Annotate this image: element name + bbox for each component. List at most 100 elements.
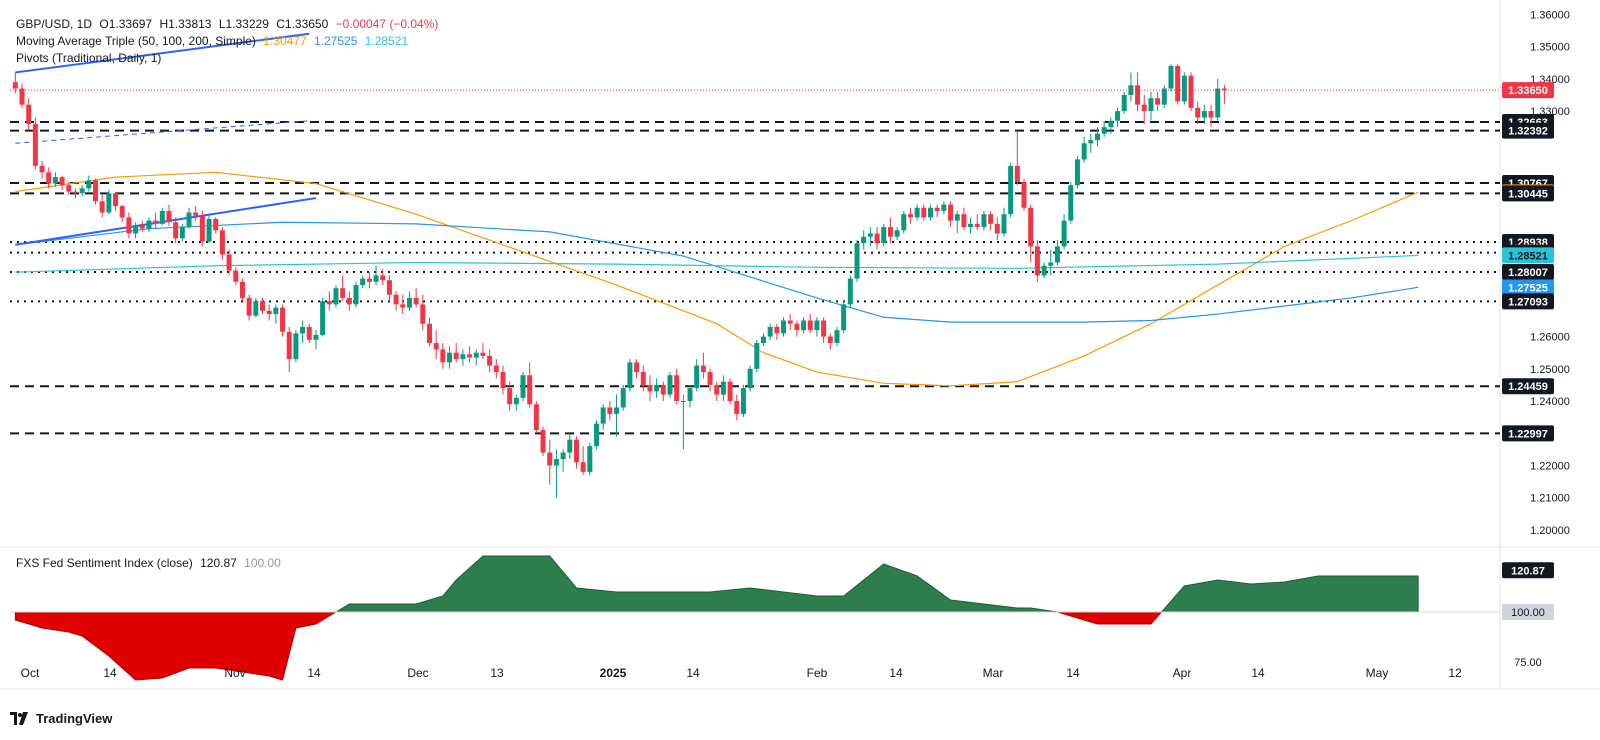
sentiment-legend[interactable]: FXS Fed Sentiment Index (close) 120.87 1… <box>16 555 285 571</box>
candle-body <box>386 280 392 295</box>
candle-body <box>420 304 426 324</box>
price-badge: 1.32392 <box>1502 122 1554 139</box>
candle <box>740 384 746 418</box>
sentiment-y-tick-label: 75.00 <box>1514 657 1542 669</box>
candle <box>874 227 880 250</box>
trendline-lower <box>15 197 317 246</box>
x-tick-label: Mar <box>983 666 1004 680</box>
candle-body <box>614 407 620 414</box>
ma200-value: 1.28521 <box>364 34 409 48</box>
x-tick-label: Dec <box>407 666 428 680</box>
candle-body <box>1034 246 1040 276</box>
price-badge-label: 1.32392 <box>1508 126 1548 138</box>
candle <box>948 201 954 228</box>
candle <box>233 267 239 286</box>
candle <box>266 304 272 321</box>
candle-body <box>580 462 586 472</box>
candle-body <box>173 222 179 239</box>
candle <box>173 217 179 244</box>
candle-body <box>988 214 994 224</box>
price-badge: 1.27525 <box>1502 279 1554 296</box>
candle-body <box>1081 143 1087 160</box>
candle <box>1088 133 1094 153</box>
candle <box>761 333 766 347</box>
candle <box>206 215 212 244</box>
candle-body <box>1021 181 1027 208</box>
ohlc-legend: GBP/USD, 1D O1.33697 H1.33813 L1.33229 C… <box>16 16 442 32</box>
candle-body <box>640 372 646 385</box>
candle <box>306 323 312 344</box>
candle <box>687 384 693 408</box>
candle-body <box>734 401 740 414</box>
candle <box>527 362 533 408</box>
candle <box>881 223 887 247</box>
x-tick-label: 14 <box>103 666 117 680</box>
candle-body <box>1161 88 1167 105</box>
candle <box>1081 136 1087 163</box>
candle <box>59 175 65 191</box>
candle-body <box>807 320 813 331</box>
candle-body <box>1074 159 1080 186</box>
candle <box>841 301 847 334</box>
candle <box>453 343 459 363</box>
candle <box>834 326 840 347</box>
candle-body <box>801 320 807 331</box>
x-tick-label: 14 <box>1066 666 1080 680</box>
candle-body <box>767 326 773 337</box>
candle-body <box>894 230 900 237</box>
candle-body <box>72 191 78 194</box>
y-tick-label: 1.35000 <box>1530 42 1570 54</box>
candle-body <box>547 452 553 466</box>
x-tick-label: 12 <box>1448 666 1462 680</box>
candle <box>467 346 473 363</box>
candle <box>1014 130 1020 186</box>
candle <box>1208 104 1214 128</box>
candle <box>126 212 132 239</box>
candle <box>560 449 566 472</box>
tradingview-brand[interactable]: TradingView <box>10 711 112 726</box>
candle <box>1215 78 1221 121</box>
x-tick-label: 14 <box>889 666 903 680</box>
pivots-legend[interactable]: Pivots (Traditional, Daily, 1) <box>16 50 165 66</box>
candle-body <box>660 384 666 395</box>
candle <box>46 167 52 189</box>
candle-body <box>300 326 306 334</box>
candle-body <box>126 217 132 234</box>
candle <box>634 359 640 379</box>
candle-body <box>928 207 933 218</box>
candle <box>614 394 620 437</box>
candle-body <box>1141 104 1147 112</box>
candle <box>660 381 666 402</box>
candle <box>694 359 700 392</box>
candle-body <box>313 334 319 340</box>
x-tick-label: Oct <box>21 666 40 680</box>
candle-body <box>19 88 25 105</box>
candle-body <box>974 223 980 228</box>
candle-body <box>373 275 379 282</box>
candle-body <box>787 320 793 324</box>
candle-body <box>106 193 112 213</box>
trendline-upper <box>15 32 310 74</box>
ma-legend[interactable]: Moving Average Triple (50, 100, 200, Sim… <box>16 33 412 49</box>
candle-body <box>427 323 432 344</box>
candle-body <box>573 439 579 463</box>
price-badge: 1.30445 <box>1502 185 1554 202</box>
candle-body <box>627 362 633 389</box>
candle <box>280 304 286 337</box>
candle <box>440 343 446 369</box>
price-badge-label: 1.28521 <box>1508 250 1548 262</box>
candle <box>607 401 613 421</box>
candle <box>1034 239 1040 282</box>
candle-body <box>293 333 299 360</box>
candle <box>326 291 332 311</box>
candle-body <box>393 294 399 305</box>
candle-body <box>199 215 205 242</box>
candle <box>153 212 159 229</box>
candle-body <box>93 180 98 202</box>
candle <box>587 442 593 476</box>
price-badge-bg <box>1502 247 1554 264</box>
candle-body <box>1115 111 1121 121</box>
candle <box>487 349 493 373</box>
candle <box>1061 214 1067 250</box>
candle-body <box>306 326 312 340</box>
